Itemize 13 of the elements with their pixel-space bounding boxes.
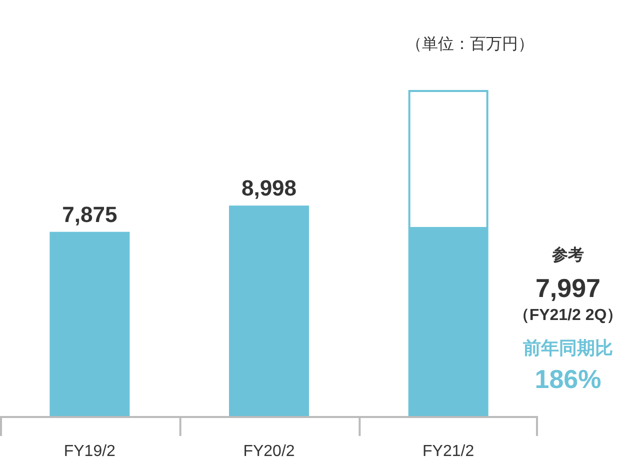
text: （単位：百万円） <box>406 36 534 53</box>
x-tick-label: FY19/2 <box>64 443 116 460</box>
text: 参考 <box>551 246 584 264</box>
bar <box>229 206 309 416</box>
data-label: 8,998 <box>241 176 297 201</box>
x-tick-label: FY21/2 <box>422 443 474 460</box>
data-label: 7,875 <box>62 202 118 227</box>
x-tick-label: FY20/2 <box>243 443 295 460</box>
annotation: 7,997 <box>535 273 601 303</box>
annotation: （FY21/2 2Q） <box>513 307 623 324</box>
annotation: 前年同期比 <box>522 338 613 358</box>
annotation: 186% <box>534 364 602 394</box>
bar <box>50 232 130 416</box>
